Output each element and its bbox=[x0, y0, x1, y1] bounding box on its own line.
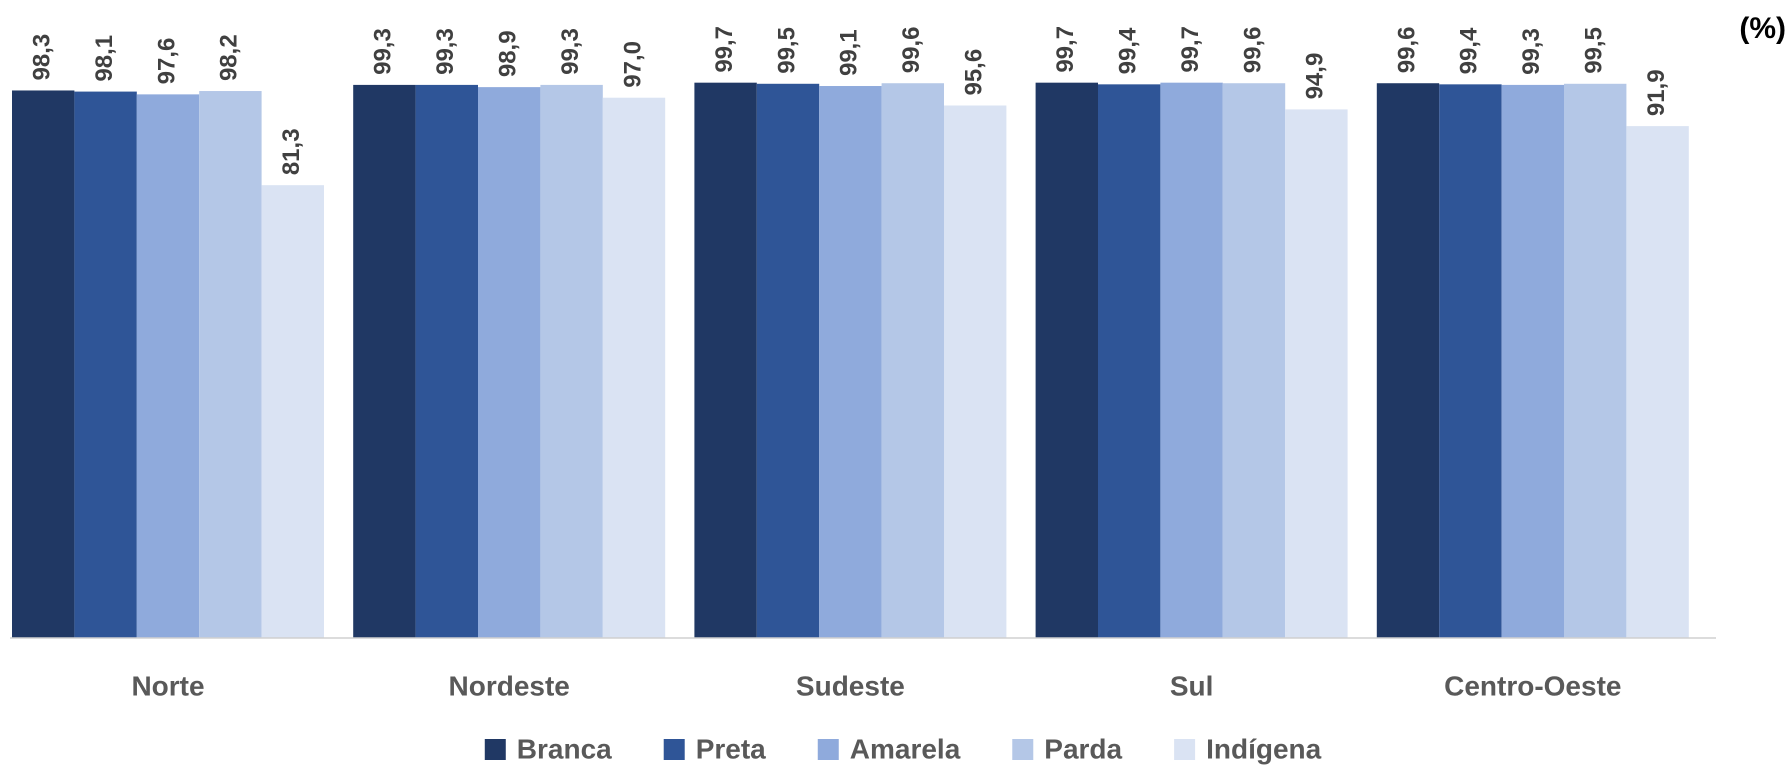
bar bbox=[261, 185, 324, 638]
value-label: 99,3 bbox=[557, 28, 584, 75]
value-label: 99,4 bbox=[1115, 27, 1142, 74]
value-label: 81,3 bbox=[278, 128, 305, 175]
value-label: 98,1 bbox=[91, 35, 118, 82]
x-tick-label: Norte bbox=[131, 670, 204, 701]
value-label: 99,3 bbox=[370, 28, 397, 75]
value-label: 98,9 bbox=[495, 30, 522, 77]
legend-label: Preta bbox=[696, 733, 766, 764]
legend-label: Amarela bbox=[850, 733, 961, 764]
bar bbox=[1160, 82, 1223, 638]
value-label: 94,9 bbox=[1302, 53, 1329, 100]
y-unit-label: (%) bbox=[1739, 12, 1786, 45]
bar bbox=[1285, 109, 1348, 639]
bar bbox=[74, 91, 137, 638]
value-label: 99,7 bbox=[1177, 26, 1204, 73]
bar bbox=[1626, 126, 1689, 638]
bar bbox=[1222, 83, 1286, 638]
x-tick-label: Nordeste bbox=[449, 670, 570, 701]
value-label: 97,6 bbox=[153, 38, 180, 85]
bar bbox=[1376, 83, 1440, 638]
legend-label: Parda bbox=[1044, 733, 1122, 764]
bar bbox=[1564, 83, 1627, 638]
legend-swatch bbox=[663, 739, 685, 760]
value-label: 99,7 bbox=[1052, 26, 1079, 73]
bar bbox=[881, 83, 944, 638]
legend-swatch bbox=[1174, 739, 1196, 760]
bar bbox=[602, 97, 666, 638]
bar bbox=[1098, 84, 1161, 639]
legend-label: Branca bbox=[517, 733, 612, 764]
x-tick-label: Sudeste bbox=[796, 670, 905, 701]
bar bbox=[353, 84, 416, 639]
value-label: 99,6 bbox=[1239, 27, 1266, 74]
bar bbox=[694, 82, 757, 638]
bar bbox=[756, 83, 820, 638]
value-label: 99,6 bbox=[1393, 27, 1420, 74]
value-label: 98,3 bbox=[29, 34, 56, 81]
bar bbox=[199, 91, 262, 638]
bar bbox=[944, 105, 1007, 639]
bar bbox=[12, 90, 75, 639]
value-label: 99,3 bbox=[432, 28, 459, 75]
value-label: 98,2 bbox=[216, 34, 243, 81]
legend-swatch bbox=[484, 739, 506, 760]
value-label: 99,7 bbox=[711, 26, 738, 73]
value-label: 99,6 bbox=[898, 27, 925, 74]
bar bbox=[1439, 84, 1502, 639]
bar bbox=[819, 86, 882, 638]
legend-label: Indígena bbox=[1206, 733, 1322, 764]
value-label: 97,0 bbox=[619, 41, 646, 88]
value-label: 95,6 bbox=[961, 49, 988, 96]
value-label: 99,3 bbox=[1518, 28, 1545, 75]
bar bbox=[136, 94, 200, 639]
value-label: 99,5 bbox=[1581, 27, 1608, 74]
bar bbox=[1501, 84, 1564, 639]
legend-swatch bbox=[1012, 739, 1034, 760]
x-tick-label: Sul bbox=[1170, 670, 1214, 701]
bar bbox=[478, 87, 541, 638]
value-label: 91,9 bbox=[1643, 69, 1670, 116]
value-label: 99,1 bbox=[836, 29, 863, 76]
legend-swatch bbox=[817, 739, 839, 760]
legend: Branca Preta Amarela Parda Indígena bbox=[484, 733, 1322, 764]
value-label: 99,4 bbox=[1456, 27, 1483, 74]
bar bbox=[540, 84, 603, 639]
bar bbox=[1035, 82, 1098, 638]
value-label: 99,5 bbox=[773, 27, 800, 74]
bar bbox=[415, 84, 478, 639]
x-tick-label: Centro-Oeste bbox=[1444, 670, 1621, 701]
